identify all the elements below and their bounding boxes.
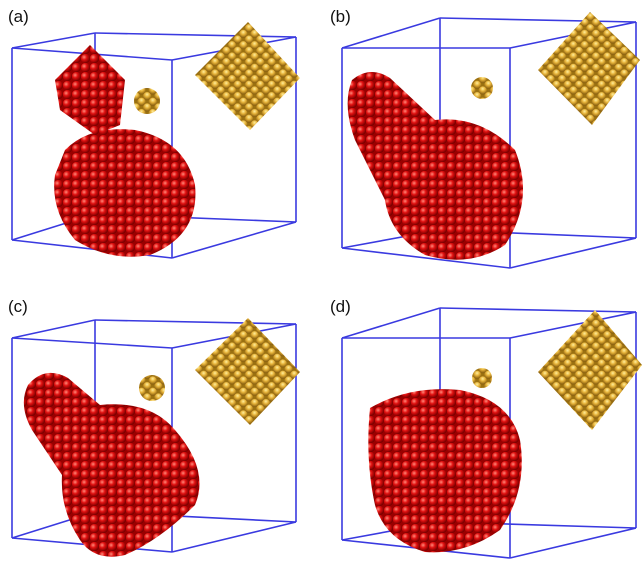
panel-c: (c): [8, 297, 300, 557]
panel-label: (c): [8, 297, 28, 316]
panel-b: (b): [330, 7, 640, 268]
panel-a: (a): [8, 7, 300, 258]
red-cluster: [368, 389, 521, 552]
panel-label: (b): [330, 7, 351, 26]
panel-d: (d): [330, 297, 642, 558]
figure: (a) (b) (c): [0, 0, 644, 561]
gold-cluster: [195, 318, 300, 425]
panel-label: (a): [8, 7, 29, 26]
gold-cluster: [134, 88, 160, 114]
gold-cluster: [472, 368, 492, 388]
red-cluster: [55, 45, 125, 135]
red-cluster: [24, 373, 200, 557]
red-cluster: [54, 129, 195, 257]
page: (a) (b) (c): [0, 0, 644, 561]
panel-label: (d): [330, 297, 351, 316]
gold-cluster: [538, 310, 642, 430]
gold-cluster: [538, 12, 640, 125]
gold-cluster: [471, 77, 493, 99]
gold-cluster: [195, 22, 300, 130]
red-cluster: [348, 72, 523, 260]
gold-cluster: [139, 375, 165, 401]
